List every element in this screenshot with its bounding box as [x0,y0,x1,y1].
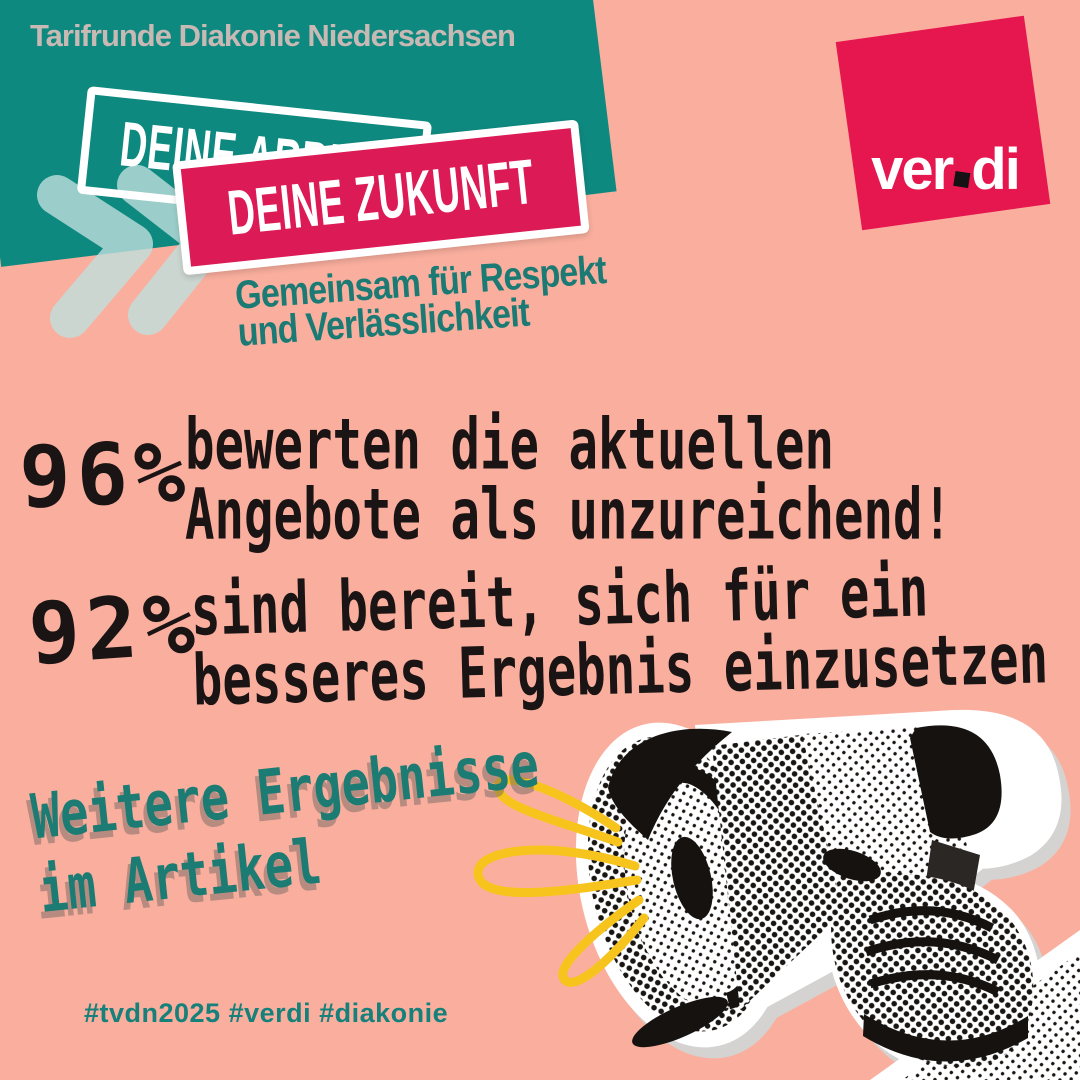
slogan-text: Gemeinsam für Respekt und Verlässlichkei… [234,248,610,355]
hand [823,848,1034,1067]
verdi-logo-text: ver di [852,136,1038,203]
stat-96-value: 96% [17,423,193,528]
verdi-logo-dot-icon [953,170,971,189]
campaign-title: Tarifrunde Diakonie Niedersachsen [30,18,516,53]
verdi-logo-part2: di [971,137,1021,202]
megaphone-illustration [473,701,1080,1080]
sound-waves-icon [473,775,649,987]
stat-96-line-2: Angebote als unzureichend! [185,474,953,556]
stat-96-line-1: bewerten die aktuellen [185,404,835,486]
stat-92-value: 92% [25,574,204,685]
stamp-deine-zukunft-label: DEINE ZUKUNFT [224,146,538,249]
chevron-1 [37,175,153,338]
stat-96-text: bewerten die aktuellen Angebote als unzu… [185,410,952,550]
hashtag-line: #tvdn2025 #verdi #diakonie [84,998,449,1028]
verdi-logo-part1: ver [871,137,954,202]
